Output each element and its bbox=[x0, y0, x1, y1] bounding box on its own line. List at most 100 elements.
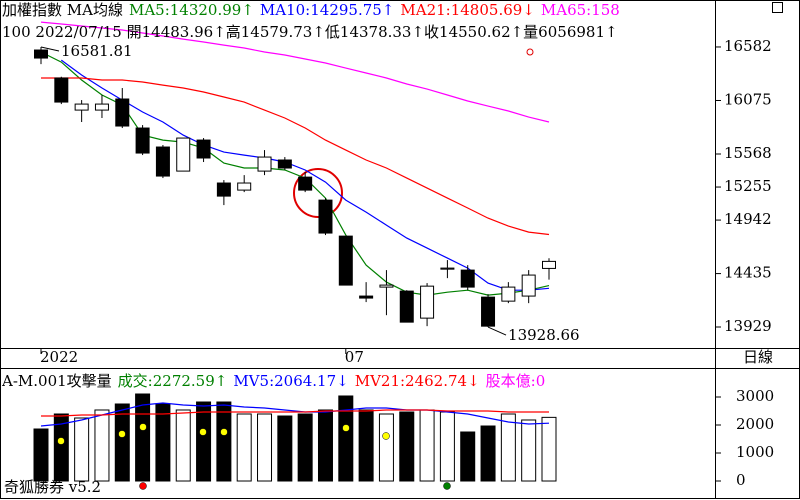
candle-body bbox=[115, 98, 130, 127]
x-tick-label: 07 bbox=[345, 348, 364, 366]
candle-body bbox=[257, 156, 272, 172]
y-tick-label: 0 bbox=[736, 471, 746, 489]
signal-dot bbox=[342, 424, 350, 432]
candle-body bbox=[399, 290, 414, 323]
candle-body bbox=[338, 235, 353, 286]
signal-circle bbox=[526, 48, 534, 56]
highlight-circle bbox=[293, 168, 343, 218]
price-legend: 加權指數 MA均線 MA5:14320.99↑ MA10:14295.75↑ MA21… bbox=[2, 0, 714, 20]
price-info: 100 2022/07/15 開14483.96↑高14579.73↑低1437… bbox=[2, 22, 714, 42]
annotation-leader bbox=[487, 326, 507, 336]
y-tick-label: 15568 bbox=[724, 144, 772, 162]
candle-body bbox=[481, 296, 496, 327]
legend-entry: MA65:158 bbox=[540, 1, 620, 19]
volume-bar bbox=[196, 401, 212, 482]
signal-dot bbox=[443, 482, 451, 490]
candle-body bbox=[440, 267, 455, 270]
volume-bar bbox=[74, 417, 90, 482]
ma-line bbox=[40, 21, 550, 123]
candle-body bbox=[501, 286, 516, 302]
volume-bar bbox=[541, 416, 557, 482]
info: 100 2022/07/15 開14483.96↑高14579.73↑低1437… bbox=[2, 23, 618, 41]
candle-body bbox=[237, 182, 252, 191]
chart-title: 加權指數 MA均線 bbox=[2, 1, 123, 19]
legend-entry: MV21:2462.74↓ bbox=[354, 372, 480, 390]
volume-title: A-M.001攻擊量 bbox=[2, 372, 112, 390]
volume-bar bbox=[460, 431, 476, 482]
y-tick-label: 2000 bbox=[736, 415, 774, 433]
y-tick-label: 1000 bbox=[736, 443, 774, 461]
legend-entry: 成交:2272.59↑ bbox=[117, 372, 228, 390]
volume-bar bbox=[521, 419, 537, 482]
volume-bar bbox=[378, 413, 394, 482]
candle-body bbox=[216, 182, 231, 197]
volume-bar bbox=[175, 409, 191, 482]
legend-entry: MA21:14805.69↓ bbox=[400, 1, 535, 19]
y-tick-label: 16075 bbox=[724, 90, 772, 108]
candle-body bbox=[542, 260, 556, 269]
signal-dot bbox=[220, 428, 228, 436]
signal-dot bbox=[382, 432, 390, 440]
volume-bar bbox=[399, 411, 415, 482]
window-button[interactable] bbox=[772, 2, 783, 13]
volume-bar bbox=[500, 413, 516, 482]
volume-bar bbox=[439, 411, 455, 482]
y-tick-label: 13929 bbox=[724, 317, 772, 335]
footer: 奇狐勝券 v5.2 bbox=[4, 478, 101, 496]
volume-bar bbox=[297, 413, 313, 482]
volume-bar bbox=[53, 413, 69, 482]
signal-dot bbox=[118, 430, 126, 438]
candle-body bbox=[379, 284, 394, 288]
candle-body bbox=[277, 159, 292, 169]
candle-body bbox=[135, 127, 150, 154]
candle-body bbox=[318, 199, 333, 234]
volume-bar bbox=[358, 409, 374, 482]
legend-entry: MA10:14295.75↑ bbox=[259, 1, 395, 19]
x-tick-label: 2022 bbox=[40, 348, 78, 366]
legend-entry: 股本億:0 bbox=[485, 372, 546, 390]
ma-line bbox=[40, 51, 550, 296]
candle-body bbox=[34, 49, 48, 59]
ma-line bbox=[40, 402, 550, 427]
signal-dot bbox=[199, 428, 207, 436]
candle-body bbox=[460, 269, 475, 288]
candle-body bbox=[74, 103, 89, 111]
y-tick-label: 14435 bbox=[724, 264, 772, 282]
annotation: 13928.66 bbox=[508, 326, 580, 344]
volume-bar bbox=[135, 393, 151, 482]
volume-bar bbox=[114, 403, 130, 482]
y-tick-label: 14942 bbox=[724, 210, 772, 228]
annotation: 16581.81 bbox=[61, 42, 133, 60]
volume-bar bbox=[338, 395, 354, 482]
y-tick-label: 3000 bbox=[736, 387, 774, 405]
volume-bar bbox=[277, 415, 293, 482]
annotation-leader bbox=[40, 46, 60, 52]
volume-bar bbox=[236, 413, 252, 482]
candle-body bbox=[521, 274, 536, 297]
y-tick-label: 16582 bbox=[724, 37, 772, 55]
signal-dot bbox=[57, 437, 65, 445]
candle-body bbox=[420, 285, 435, 319]
volume-bar bbox=[216, 401, 232, 482]
candle-body bbox=[176, 137, 191, 172]
candle-body bbox=[298, 176, 313, 191]
volume-bar bbox=[257, 413, 273, 482]
signal-dot bbox=[139, 482, 147, 490]
legend-entry: MA5:14320.99↑ bbox=[128, 1, 254, 19]
candle-body bbox=[54, 77, 69, 103]
ma-line bbox=[41, 77, 550, 236]
volume-legend: A-M.001攻擊量 成交:2272.59↑ MV5:2064.17↓ MV21:24… bbox=[2, 371, 714, 391]
volume-bar bbox=[419, 409, 435, 482]
y-tick-label: 15255 bbox=[724, 177, 772, 195]
volume-bar bbox=[480, 425, 496, 482]
period-label: 日線 bbox=[743, 348, 773, 366]
legend-entry: MV5:2064.17↓ bbox=[233, 372, 349, 390]
volume-bar bbox=[33, 428, 49, 482]
candle-body bbox=[359, 295, 374, 299]
candle-body bbox=[94, 103, 109, 111]
candle-body bbox=[155, 146, 170, 177]
volume-bar bbox=[94, 409, 110, 482]
ma-line bbox=[41, 409, 549, 417]
